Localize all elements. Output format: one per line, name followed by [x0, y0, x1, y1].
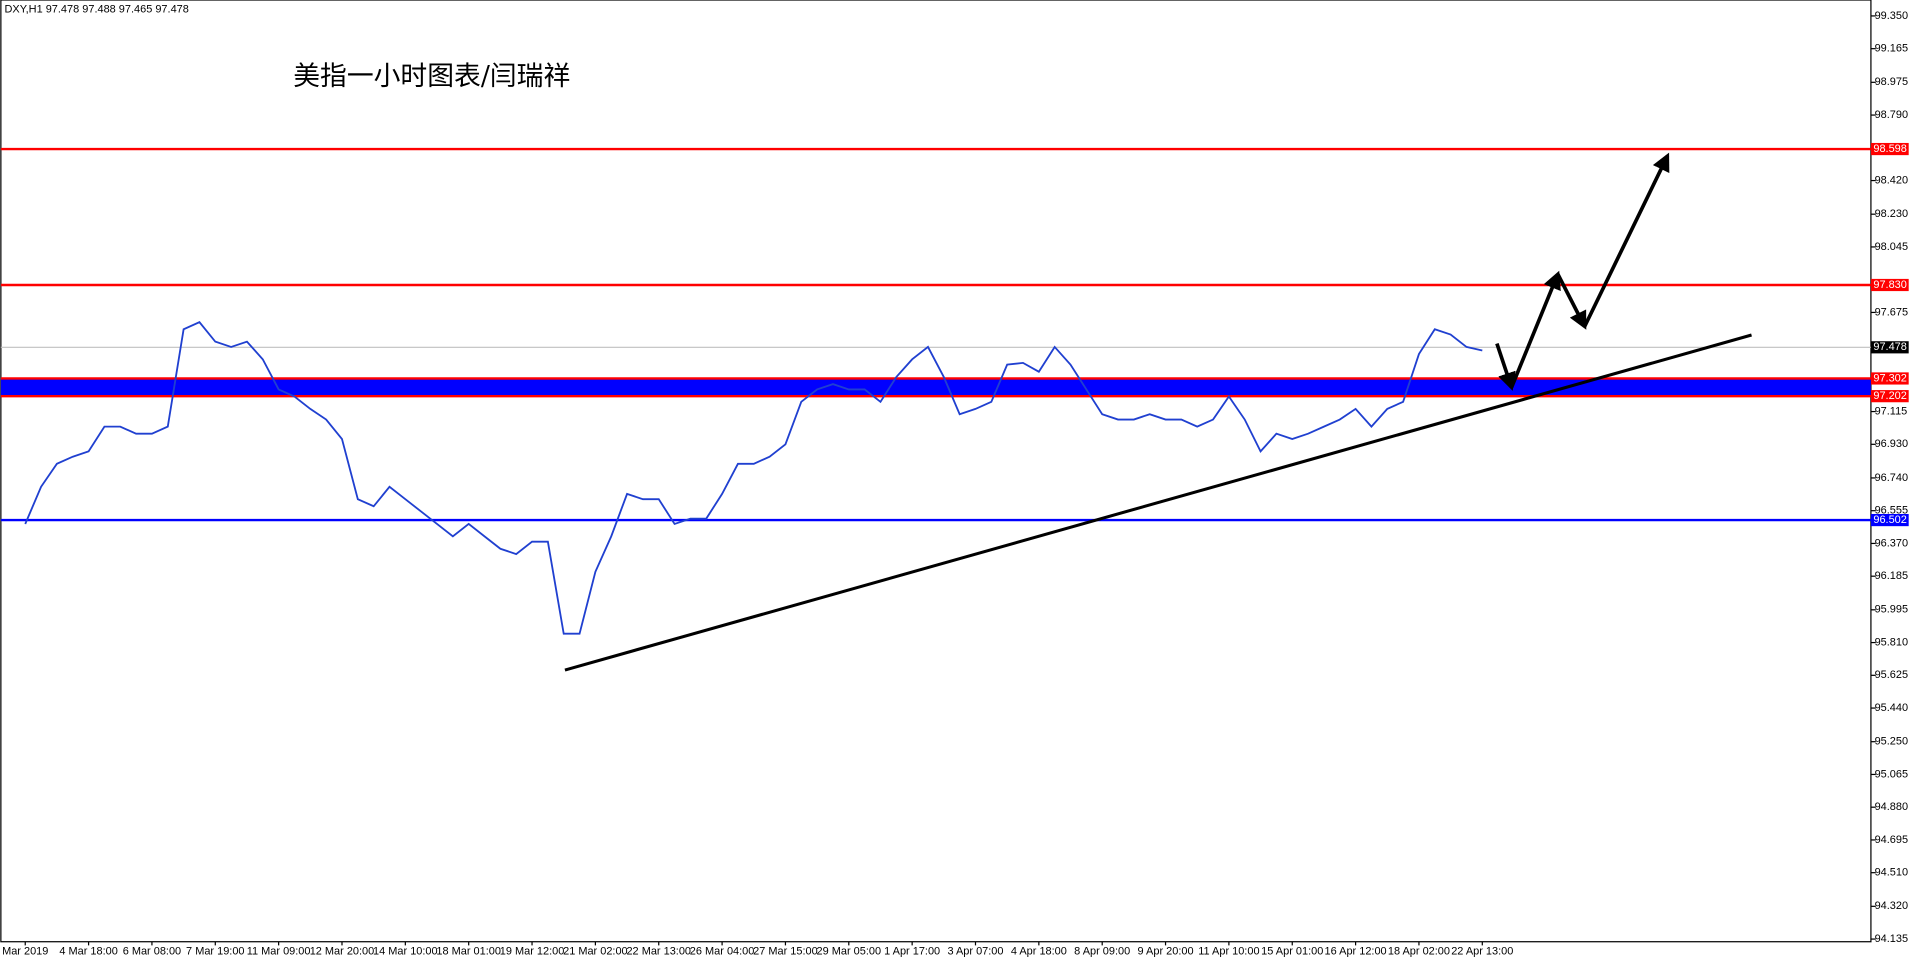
x-tick-label: 9 Apr 20:00: [1138, 945, 1194, 957]
y-tick-label: 99.165: [1875, 43, 1909, 55]
y-tick-label: 95.440: [1875, 702, 1909, 714]
y-tick-label: 98.420: [1875, 174, 1909, 186]
y-tick-label: 94.320: [1875, 900, 1909, 912]
level-tag: [1870, 372, 1909, 385]
level-tag: [1870, 278, 1909, 292]
x-tick-label: 21 Mar 02:00: [563, 945, 628, 957]
x-tick-label: 22 Apr 13:00: [1451, 945, 1513, 957]
y-tick-label: 94.135: [1875, 933, 1909, 945]
y-tick-label: 98.045: [1875, 241, 1909, 253]
zone: [0, 378, 1871, 397]
y-tick-label: 97.115: [1875, 405, 1908, 417]
x-tick-label: 4 Apr 18:00: [1011, 945, 1067, 957]
x-tick-label: 18 Apr 02:00: [1388, 945, 1450, 957]
level-tag: [1870, 341, 1909, 354]
x-tick-label: 4 Mar 18:00: [59, 945, 117, 957]
x-tick-label: 14 Mar 10:00: [373, 945, 438, 957]
level-label: 97.478: [1873, 341, 1907, 353]
x-tick-label: 6 Mar 08:00: [123, 945, 181, 957]
x-tick-label: 3 Apr 07:00: [947, 945, 1003, 957]
arrow: [1495, 342, 1516, 391]
y-tick-label: 95.995: [1875, 604, 1909, 616]
x-tick-label: 15 Apr 01:00: [1261, 945, 1323, 957]
x-tick-label: 11 Apr 10:00: [1198, 945, 1259, 957]
y-tick-label: 94.880: [1875, 801, 1909, 813]
y-tick-label: 95.065: [1875, 768, 1909, 780]
y-tick-label: 95.250: [1875, 736, 1909, 748]
y-tick-label: 98.230: [1875, 208, 1909, 220]
y-tick-label: 96.740: [1875, 472, 1909, 484]
x-tick-label: Mar 2019: [2, 945, 48, 957]
arrow: [1556, 273, 1587, 330]
level-label: 96.502: [1873, 514, 1907, 526]
level-label: 97.202: [1873, 390, 1907, 402]
x-tick-label: 26 Mar 04:00: [690, 945, 755, 957]
y-tick-label: 97.675: [1875, 306, 1909, 318]
y-tick-label: 98.975: [1875, 76, 1909, 88]
x-tick-label: 22 Mar 13:00: [626, 945, 691, 957]
y-tick-label: 95.810: [1875, 636, 1909, 648]
x-tick-label: 16 Apr 12:00: [1325, 945, 1387, 957]
price-line: [24, 321, 1483, 635]
level-tag: [1870, 142, 1909, 156]
level-label: 98.598: [1873, 143, 1907, 155]
level-label: 97.830: [1873, 279, 1907, 291]
level-tag: [1870, 390, 1909, 403]
y-tick-label: 96.555: [1875, 505, 1909, 517]
y-tick-label: 98.790: [1875, 109, 1909, 121]
chart-title: DXY,H1 97.478 97.488 97.465 97.478: [5, 4, 189, 16]
plot-frame: [0, 0, 1872, 943]
level-label: 97.302: [1873, 372, 1907, 384]
x-tick-label: 12 Mar 20:00: [310, 945, 375, 957]
arrow: [1582, 152, 1670, 328]
x-tick-label: 29 Mar 05:00: [817, 945, 882, 957]
y-tick-label: 95.625: [1875, 669, 1909, 681]
x-tick-label: 19 Mar 12:00: [500, 945, 565, 957]
x-tick-label: 18 Mar 01:00: [436, 945, 501, 957]
y-tick-label: 96.185: [1875, 570, 1909, 582]
y-tick-label: 94.510: [1875, 867, 1909, 879]
y-tick-label: 96.930: [1875, 438, 1909, 450]
x-tick-label: 8 Apr 09:00: [1074, 945, 1130, 957]
y-tick-label: 96.370: [1875, 537, 1909, 549]
x-tick-label: 11 Mar 09:00: [247, 945, 311, 957]
x-tick-label: 27 Mar 15:00: [753, 945, 818, 957]
trend-line: [564, 333, 1752, 672]
level-tag: [1870, 513, 1909, 527]
y-tick-label: 99.350: [1875, 10, 1909, 22]
x-tick-label: 1 Apr 17:00: [884, 945, 940, 957]
x-tick-label: 7 Mar 19:00: [186, 945, 244, 957]
arrow: [1509, 270, 1561, 389]
y-tick-label: 94.695: [1875, 834, 1909, 846]
annotation: 美指一小时图表/闫瑞祥: [293, 61, 570, 92]
